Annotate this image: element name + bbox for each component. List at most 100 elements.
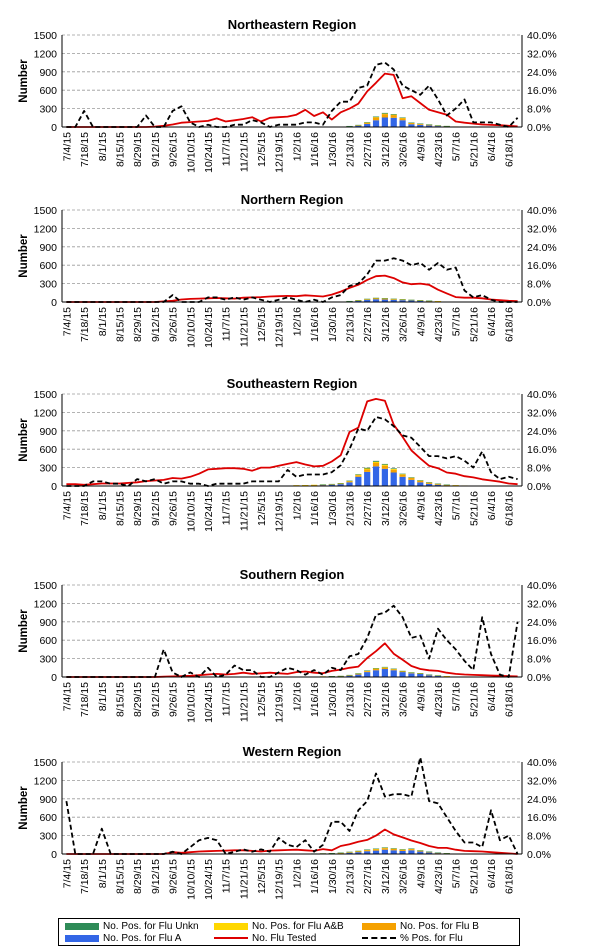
x-tick-label: 5/7/16 bbox=[451, 682, 463, 711]
y-tick-label: 300 bbox=[39, 831, 57, 843]
y-tick-label: 300 bbox=[39, 104, 57, 116]
bar-segment bbox=[364, 298, 371, 300]
y2-tick-label: 40.0% bbox=[527, 757, 557, 769]
x-tick-label: 12/5/15 bbox=[256, 682, 268, 717]
bar-segment bbox=[355, 674, 362, 677]
x-tick-label: 11/21/15 bbox=[238, 682, 250, 722]
bar-segment bbox=[381, 667, 388, 668]
bar-segment bbox=[417, 123, 424, 125]
bar-segment bbox=[434, 483, 442, 485]
x-tick-label: 8/1/15 bbox=[97, 682, 109, 711]
x-tick-label: 5/21/16 bbox=[468, 859, 480, 894]
bar-segment bbox=[364, 299, 371, 300]
bar-segment bbox=[426, 124, 433, 126]
x-tick-label: 8/15/15 bbox=[115, 132, 127, 167]
x-tick-label: 2/13/16 bbox=[345, 682, 357, 717]
y-tick-label: 1200 bbox=[34, 775, 58, 787]
x-tick-label: 12/5/15 bbox=[256, 859, 268, 894]
bar-segment bbox=[364, 123, 371, 127]
bar-segment bbox=[346, 851, 353, 853]
legend-label: No. Pos. for Flu B bbox=[400, 921, 479, 932]
x-tick-label: 8/29/15 bbox=[132, 307, 144, 342]
bar-segment bbox=[372, 668, 380, 669]
legend-item-flu-unkn: No. Pos. for Flu Unkn bbox=[65, 921, 199, 933]
bar-segment bbox=[408, 478, 415, 480]
flu-tested-line bbox=[66, 828, 518, 855]
bar-segment bbox=[346, 300, 353, 302]
x-tick-label: 1/16/16 bbox=[309, 859, 321, 894]
bar-segment bbox=[399, 299, 406, 300]
y2-tick-label: 24.0% bbox=[527, 794, 557, 806]
bar-segment bbox=[399, 849, 406, 851]
bar-segment bbox=[372, 668, 380, 670]
flu-tested-line bbox=[66, 642, 518, 678]
bar-segment bbox=[328, 484, 335, 485]
legend-label: No. Flu Tested bbox=[252, 933, 317, 944]
y2-tick-label: 24.0% bbox=[527, 67, 557, 79]
x-tick-label: 10/10/15 bbox=[185, 859, 197, 900]
x-tick-label: 12/5/15 bbox=[256, 132, 268, 167]
bar-segment bbox=[390, 114, 397, 115]
chart-title: Western Region bbox=[243, 744, 342, 759]
x-tick-label: 8/29/15 bbox=[132, 132, 144, 167]
bar-segment bbox=[381, 113, 388, 115]
x-tick-label: 11/7/15 bbox=[221, 682, 233, 716]
bar-segment bbox=[408, 122, 415, 125]
y-tick-label: 0 bbox=[51, 672, 57, 684]
y-axis-label: Number bbox=[18, 786, 30, 830]
bar-segment bbox=[452, 485, 459, 486]
bar-segment bbox=[417, 300, 424, 301]
bar-segment bbox=[390, 299, 397, 302]
x-tick-label: 4/9/16 bbox=[415, 491, 427, 520]
x-tick-label: 9/26/15 bbox=[168, 682, 180, 717]
y2-tick-label: 32.0% bbox=[527, 48, 557, 60]
y2-tick-label: 16.0% bbox=[527, 812, 557, 824]
bar-segment bbox=[372, 466, 380, 486]
bar-segment bbox=[372, 848, 380, 850]
bar-segment bbox=[372, 117, 380, 118]
x-tick-label: 2/13/16 bbox=[345, 491, 357, 526]
y-tick-label: 600 bbox=[39, 635, 57, 647]
legend-swatch-flu-unkn bbox=[65, 922, 99, 930]
bar-segment bbox=[319, 484, 327, 485]
pct-positive-line bbox=[66, 604, 519, 678]
bar-segment bbox=[372, 850, 380, 854]
x-tick-label: 10/24/15 bbox=[203, 132, 215, 173]
bar-segment bbox=[355, 852, 362, 854]
x-tick-label: 6/18/16 bbox=[504, 682, 516, 717]
chart-panel: Southeastern Region 0 300 600 900 1200 1500 0.0… bbox=[18, 376, 557, 532]
x-tick-label: 8/15/15 bbox=[115, 491, 127, 526]
x-tick-label: 3/12/16 bbox=[380, 307, 392, 342]
x-tick-label: 4/23/16 bbox=[433, 859, 445, 894]
x-tick-label: 4/9/16 bbox=[415, 682, 427, 711]
x-tick-label: 11/7/15 bbox=[221, 491, 233, 525]
bar-segment bbox=[328, 483, 335, 485]
bar-segment bbox=[426, 674, 433, 676]
bar-segment bbox=[346, 480, 353, 482]
y-tick-label: 1500 bbox=[34, 580, 58, 592]
bar-segment bbox=[434, 484, 442, 486]
x-tick-label: 10/10/15 bbox=[185, 132, 197, 173]
bar-segment bbox=[434, 675, 442, 677]
bar-segment bbox=[372, 120, 380, 127]
y2-tick-label: 40.0% bbox=[527, 30, 557, 42]
bar-segment bbox=[355, 476, 362, 486]
x-tick-label: 7/18/15 bbox=[79, 682, 91, 717]
x-tick-label: 5/7/16 bbox=[451, 491, 463, 520]
x-tick-label: 1/16/16 bbox=[309, 132, 321, 167]
x-tick-label: 4/23/16 bbox=[433, 682, 445, 717]
bar-segment bbox=[337, 852, 344, 854]
bar-segment bbox=[381, 847, 388, 848]
x-tick-label: 8/15/15 bbox=[115, 859, 127, 894]
x-tick-label: 8/1/15 bbox=[97, 859, 109, 888]
x-tick-label: 10/24/15 bbox=[203, 491, 215, 532]
bar-segment bbox=[390, 299, 397, 300]
x-tick-label: 1/2/16 bbox=[291, 307, 303, 336]
bar-segment bbox=[311, 484, 318, 486]
x-tick-label: 6/18/16 bbox=[504, 859, 516, 894]
chart-panel: Northern Region 0 300 600 900 1200 1500 0.0% 8.0… bbox=[18, 192, 557, 348]
bar-segment bbox=[381, 112, 388, 114]
x-tick-label: 1/30/16 bbox=[327, 859, 339, 894]
bar-segment bbox=[355, 125, 362, 127]
